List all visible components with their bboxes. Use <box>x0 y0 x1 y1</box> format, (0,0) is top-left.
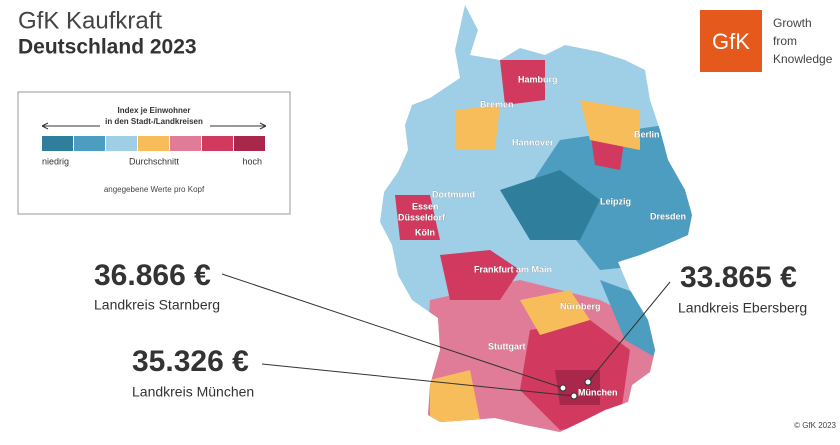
callout-point <box>559 384 567 392</box>
callouts: 36.866 € Landkreis Starnberg 35.326 € La… <box>94 259 807 400</box>
title: GfK Kaufkraft <box>18 7 162 34</box>
logo-tagline: Knowledge <box>773 52 833 66</box>
logo-box <box>700 10 762 72</box>
callout-value: 33.865 € <box>680 261 797 294</box>
legend-swatch <box>202 136 233 151</box>
logo-mark: GfK <box>712 29 750 54</box>
logo: GfK Growth from Knowledge <box>700 10 833 72</box>
city-label: Nürnberg <box>560 301 601 311</box>
callout-lines <box>221 273 671 397</box>
city-label: Köln <box>415 227 435 237</box>
region <box>500 60 545 105</box>
callout-name: Landkreis Starnberg <box>94 297 220 313</box>
city-label: Hannover <box>512 137 554 147</box>
callout-name: Landkreis München <box>132 384 254 400</box>
legend-swatch <box>234 136 265 151</box>
legend-swatch <box>138 136 169 151</box>
region <box>520 120 692 270</box>
legend-swatch <box>74 136 105 151</box>
city-label: Hamburg <box>518 74 558 84</box>
city-label: Frankfurt am Main <box>474 264 552 274</box>
legend-swatch <box>106 136 137 151</box>
legend: Index je Einwohner in den Stadt-/Landkre… <box>17 91 291 215</box>
city-label: Dortmund <box>432 189 475 199</box>
callout-value: 36.866 € <box>94 259 211 292</box>
region <box>430 370 480 425</box>
legend-title: in den Stadt-/Landkreisen <box>105 117 203 126</box>
region <box>520 290 590 335</box>
legend-box <box>17 91 291 215</box>
legend-swatch <box>42 136 73 151</box>
city-labels: Hamburg Bremen Hannover Berlin Dortmund Essen… <box>398 74 686 397</box>
callout-point <box>570 392 578 400</box>
city-label: Berlin <box>634 129 660 139</box>
legend-mid: Durchschnitt <box>129 156 180 166</box>
region <box>395 195 440 240</box>
logo-tagline: Growth <box>773 16 812 30</box>
callout-point <box>584 378 592 386</box>
copyright: © GfK 2023 <box>794 421 836 430</box>
city-label: Bremen <box>480 99 514 109</box>
legend-note: angegebene Werte pro Kopf <box>104 185 205 194</box>
region <box>500 170 600 240</box>
legend-scale <box>42 136 265 151</box>
subtitle: Deutschland 2023 <box>18 36 197 59</box>
legend-low: niedrig <box>42 156 69 166</box>
logo-tagline: from <box>773 34 797 48</box>
city-label: Stuttgart <box>488 341 526 351</box>
city-label: München <box>578 387 618 397</box>
legend-high: hoch <box>242 156 262 166</box>
city-label: Essen <box>412 201 439 211</box>
legend-arrows <box>41 122 267 130</box>
callout-value: 35.326 € <box>132 345 249 378</box>
city-label: Leipzig <box>600 196 631 206</box>
region <box>455 105 500 150</box>
callout-name: Landkreis Ebersberg <box>678 300 807 316</box>
legend-swatch <box>170 136 201 151</box>
legend-title: Index je Einwohner <box>118 106 191 115</box>
region <box>580 100 640 150</box>
region <box>440 250 520 300</box>
city-label: Dresden <box>650 211 686 221</box>
city-label: Düsseldorf <box>398 212 446 222</box>
